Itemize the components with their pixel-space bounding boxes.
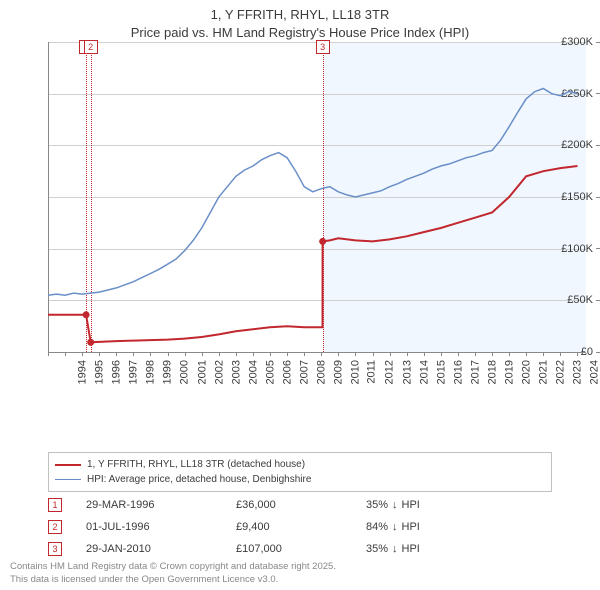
arrow-down-icon: ↓ [392, 499, 398, 511]
sale-dot [87, 339, 94, 346]
sale-date: 29-JAN-2010 [86, 543, 236, 555]
sale-marker-box: 2 [48, 520, 62, 534]
footer-line-2: This data is licensed under the Open Gov… [10, 574, 336, 586]
arrow-down-icon: ↓ [392, 521, 398, 533]
footer-attribution: Contains HM Land Registry data © Crown c… [10, 561, 336, 586]
sale-date: 29-MAR-1996 [86, 499, 236, 511]
sale-vs-hpi: 35%↓HPI [366, 543, 486, 555]
sale-vs-hpi: 84%↓HPI [366, 521, 486, 533]
sale-marker-box: 1 [48, 498, 62, 512]
legend-swatch [55, 479, 81, 481]
arrow-down-icon: ↓ [392, 543, 398, 555]
hpi-line [48, 89, 578, 296]
sale-marker-box: 3 [48, 542, 62, 556]
table-row: 1 29-MAR-1996£36,00035%↓HPI [48, 494, 552, 516]
sale-dot [83, 311, 90, 318]
sales-table: 129-MAR-1996£36,00035%↓HPI201-JUL-1996£9… [48, 494, 552, 560]
legend-label: 1, Y FFRITH, RHYL, LL18 3TR (detached ho… [87, 457, 305, 472]
sale-vs-hpi: 35%↓HPI [366, 499, 486, 511]
price-chart: £0£50K£100K£150K£200K£250K£300K199419951… [0, 42, 600, 412]
footer-line-1: Contains HM Land Registry data © Crown c… [10, 561, 336, 573]
legend-label: HPI: Average price, detached house, Denb… [87, 472, 311, 487]
chart-title: 1, Y FFRITH, RHYL, LL18 3TR Price paid v… [0, 0, 600, 41]
legend-row: HPI: Average price, detached house, Denb… [55, 472, 545, 487]
sale-dot [319, 238, 326, 245]
title-line-1: 1, Y FFRITH, RHYL, LL18 3TR [0, 6, 600, 24]
sale-price: £107,000 [236, 543, 366, 555]
table-row: 3 29-JAN-2010£107,00035%↓HPI [48, 538, 552, 560]
legend-swatch [55, 464, 81, 466]
table-row: 2 01-JUL-1996£9,40084%↓HPI [48, 516, 552, 538]
chart-legend: 1, Y FFRITH, RHYL, LL18 3TR (detached ho… [48, 452, 552, 492]
title-line-2: Price paid vs. HM Land Registry's House … [0, 24, 600, 42]
sale-price: £9,400 [236, 521, 366, 533]
chart-lines [0, 42, 600, 412]
sale-date: 01-JUL-1996 [86, 521, 236, 533]
sale-price: £36,000 [236, 499, 366, 511]
legend-row: 1, Y FFRITH, RHYL, LL18 3TR (detached ho… [55, 457, 545, 472]
